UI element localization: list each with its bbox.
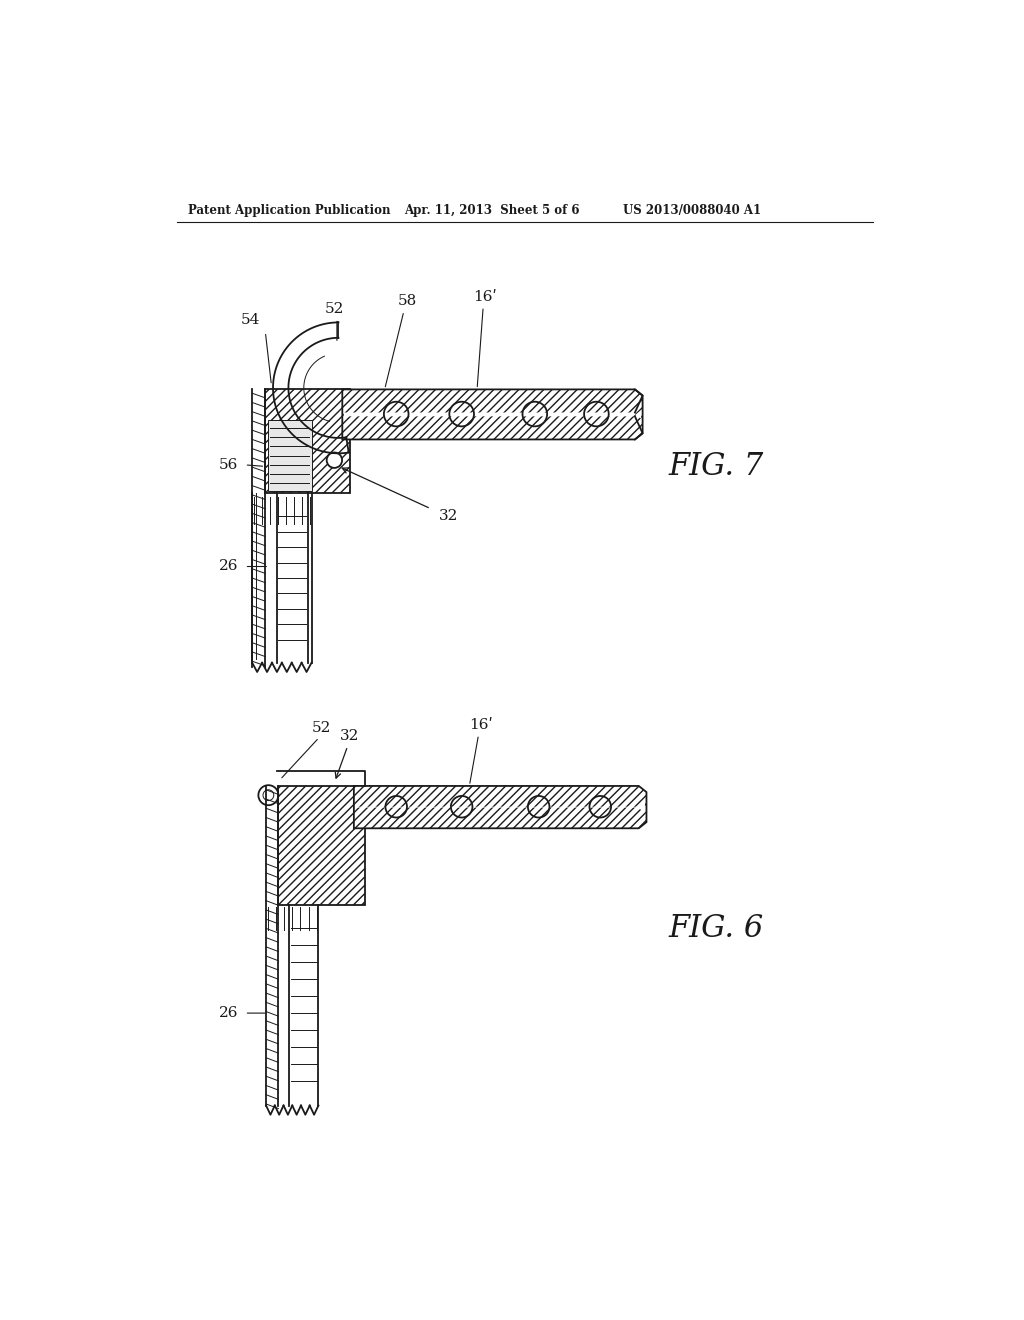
Text: Patent Application Publication: Patent Application Publication: [188, 205, 391, 218]
Polygon shape: [342, 389, 643, 440]
Text: 16ʹ: 16ʹ: [473, 290, 497, 304]
Text: 58: 58: [398, 294, 418, 308]
Text: FIG. 7: FIG. 7: [668, 451, 763, 482]
Circle shape: [258, 785, 279, 805]
Text: 26: 26: [219, 560, 239, 573]
Text: 52: 52: [312, 721, 331, 735]
Text: 32: 32: [340, 729, 359, 743]
Text: Apr. 11, 2013  Sheet 5 of 6: Apr. 11, 2013 Sheet 5 of 6: [403, 205, 580, 218]
Text: US 2013/0088040 A1: US 2013/0088040 A1: [624, 205, 762, 218]
Polygon shape: [354, 785, 646, 829]
Text: 54: 54: [241, 313, 260, 327]
Text: 26: 26: [219, 1006, 239, 1020]
Polygon shape: [279, 785, 366, 906]
Polygon shape: [344, 411, 641, 418]
Text: 52: 52: [325, 302, 344, 317]
Text: FIG. 6: FIG. 6: [668, 913, 763, 944]
Text: 32: 32: [438, 510, 458, 524]
Polygon shape: [267, 420, 311, 491]
Polygon shape: [265, 389, 350, 494]
Text: 16ʹ: 16ʹ: [469, 718, 493, 733]
Circle shape: [327, 453, 342, 467]
Polygon shape: [355, 803, 645, 812]
Text: 56: 56: [219, 458, 239, 471]
